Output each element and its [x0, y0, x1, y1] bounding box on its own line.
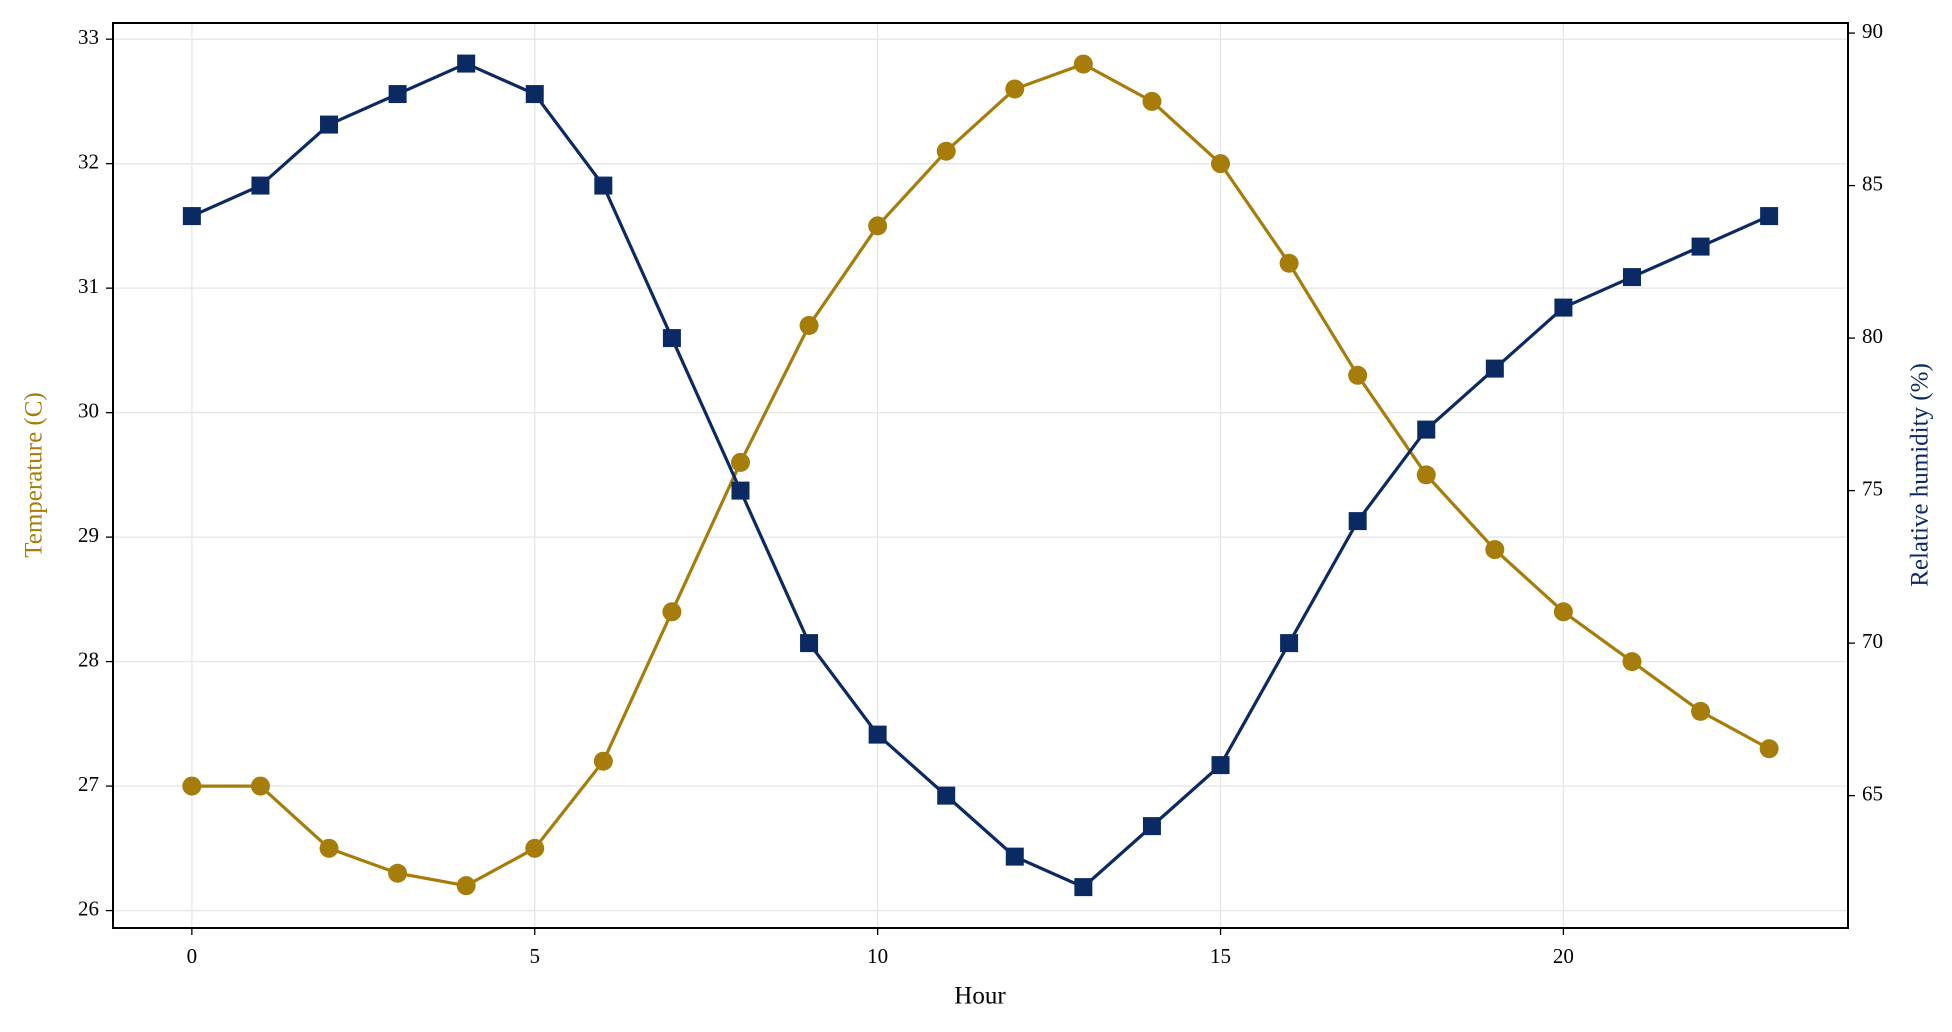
y2-tick-label: 85	[1862, 171, 1883, 195]
marker	[800, 634, 819, 653]
marker	[1554, 298, 1573, 317]
marker	[868, 216, 888, 236]
marker	[251, 176, 270, 195]
y2-tick-label: 65	[1862, 781, 1883, 805]
marker	[1074, 878, 1093, 897]
x-tick-label: 10	[867, 944, 888, 968]
marker	[1142, 91, 1162, 111]
marker	[1622, 652, 1642, 672]
y2-axis-title: Relative humidity (%)	[1907, 363, 1934, 587]
x-tick-label: 0	[187, 944, 198, 968]
y-tick-label: 28	[78, 647, 99, 671]
plot-frame	[112, 22, 1849, 929]
marker	[1759, 739, 1779, 759]
marker	[250, 776, 270, 796]
marker	[799, 315, 819, 335]
y2-tick-label: 90	[1862, 19, 1883, 43]
marker	[1348, 365, 1368, 385]
y-tick-label: 27	[78, 772, 99, 796]
marker	[456, 876, 476, 896]
marker	[593, 751, 613, 771]
marker	[319, 838, 339, 858]
marker	[594, 176, 613, 195]
marker	[1142, 817, 1161, 836]
marker	[1417, 420, 1436, 439]
marker	[1211, 756, 1230, 775]
marker	[662, 329, 681, 348]
series-line	[191, 61, 1770, 890]
marker	[182, 776, 202, 796]
x-tick-label: 5	[529, 944, 540, 968]
y2-tick-label: 80	[1862, 324, 1883, 348]
y2-tick-label: 75	[1862, 476, 1883, 500]
x-axis-title: Hour	[954, 983, 1006, 1010]
marker	[525, 85, 544, 104]
y-axis-title: Temperature (C)	[21, 392, 48, 558]
marker	[1691, 701, 1711, 721]
marker	[1279, 253, 1299, 273]
marker	[1416, 465, 1436, 485]
marker	[388, 85, 407, 104]
y2-tick-label: 70	[1862, 629, 1883, 653]
marker	[1348, 512, 1367, 531]
marker	[937, 786, 956, 805]
marker	[1622, 268, 1641, 287]
marker	[936, 141, 956, 161]
marker	[525, 838, 545, 858]
marker	[457, 54, 476, 73]
marker	[182, 207, 201, 226]
marker	[730, 452, 750, 472]
marker	[868, 725, 887, 744]
y-tick-label: 31	[78, 274, 99, 298]
y-tick-label: 29	[78, 523, 99, 547]
marker	[1691, 237, 1710, 256]
y-tick-label: 32	[78, 149, 99, 173]
y-tick-label: 33	[78, 25, 99, 49]
x-tick-label: 15	[1210, 944, 1231, 968]
marker	[320, 115, 339, 134]
marker	[1485, 540, 1505, 560]
series-line	[191, 62, 1770, 888]
marker	[662, 602, 682, 622]
marker	[1485, 359, 1504, 378]
y-tick-label: 30	[78, 398, 99, 422]
marker	[1211, 154, 1231, 174]
marker	[1553, 602, 1573, 622]
marker	[388, 863, 408, 883]
marker	[1760, 207, 1779, 226]
x-tick-label: 20	[1553, 944, 1574, 968]
marker	[731, 481, 750, 500]
marker	[1005, 847, 1024, 866]
y-tick-label: 26	[78, 896, 99, 920]
marker	[1280, 634, 1299, 653]
marker	[1005, 79, 1025, 99]
marker	[1073, 54, 1093, 74]
